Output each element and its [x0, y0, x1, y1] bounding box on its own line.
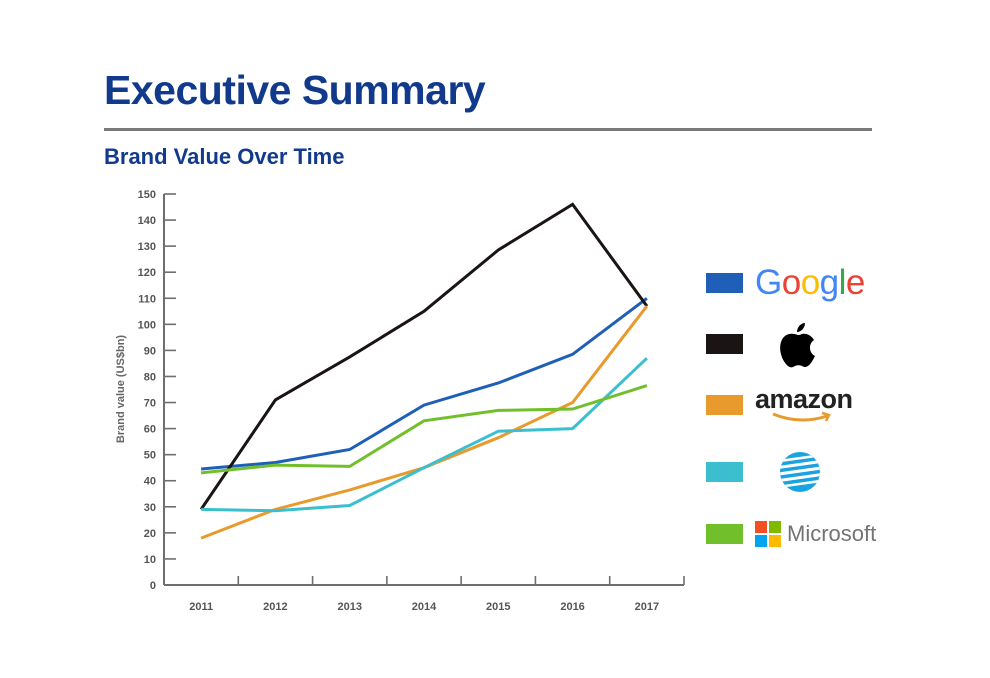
microsoft-wordmark: Microsoft: [787, 521, 877, 546]
y-tick-label: 10: [144, 554, 156, 566]
microsoft-logo: Microsoft: [755, 521, 876, 547]
legend-swatch-google: [706, 273, 743, 293]
x-tick-label: 2012: [263, 601, 287, 613]
title-divider: [104, 128, 872, 131]
y-tick-label: 60: [144, 424, 156, 436]
y-tick-label: 120: [138, 267, 156, 279]
y-tick-label: 30: [144, 502, 156, 514]
att-globe-icon: [779, 451, 821, 493]
google-logo-letter: o: [781, 263, 801, 302]
legend-item-att: [706, 452, 821, 492]
y-tick-label: 130: [138, 241, 156, 253]
legend-swatch-amazon: [706, 395, 743, 415]
y-tick-label: 150: [138, 189, 156, 201]
y-tick-label: 110: [138, 293, 156, 305]
google-logo-letter: g: [819, 263, 839, 302]
google-logo-letter: o: [800, 263, 820, 302]
google-logo-letter: l: [838, 263, 847, 302]
google-logo-letter: G: [755, 263, 782, 302]
legend-swatch-microsoft: [706, 524, 743, 544]
y-tick-label: 140: [138, 215, 156, 227]
legend-item-apple: [706, 323, 819, 368]
legend-item-microsoft: Microsoft: [706, 514, 876, 554]
y-tick-label: 50: [144, 450, 156, 462]
amazon-wordmark: amazon: [755, 383, 853, 414]
x-tick-label: 2016: [560, 601, 584, 613]
series-lines: [199, 202, 649, 540]
y-tick-label: 40: [144, 476, 156, 488]
legend-item-amazon: amazon: [706, 385, 855, 425]
x-tick-label: 2014: [412, 601, 437, 613]
page-title: Executive Summary: [104, 67, 486, 113]
x-tick-label: 2011: [189, 601, 213, 613]
y-tick-label: 100: [138, 319, 156, 331]
x-tick-label: 2013: [337, 601, 361, 613]
axes: 0 10 20 30 40 50 60 70 80 90 100 110 120 130 140 150 201…: [138, 189, 685, 613]
amazon-logo: amazon: [755, 383, 855, 425]
chart-subtitle: Brand Value Over Time: [104, 144, 345, 169]
y-axis-title: Brand value (US$bn): [115, 335, 127, 444]
y-tick-label: 0: [150, 580, 156, 592]
microsoft-windows-icon: [755, 521, 781, 547]
x-tick-label: 2015: [486, 601, 510, 613]
y-tick-label: 70: [144, 398, 156, 410]
x-tick-label: 2017: [635, 601, 659, 613]
series-line-apple: [199, 202, 649, 511]
series-line-google: [200, 297, 648, 471]
series-line-att: [201, 357, 648, 513]
amazon-smile-icon: [772, 411, 831, 422]
legend-swatch-apple: [706, 334, 743, 354]
y-tick-label: 80: [144, 371, 156, 383]
legend-swatch-att: [706, 462, 743, 482]
y-tick-label: 20: [144, 528, 156, 540]
series-line-microsoft: [200, 384, 648, 475]
y-tick-label: 90: [144, 345, 156, 357]
google-logo-letter: e: [845, 263, 865, 302]
apple-logo-icon: [777, 319, 819, 369]
